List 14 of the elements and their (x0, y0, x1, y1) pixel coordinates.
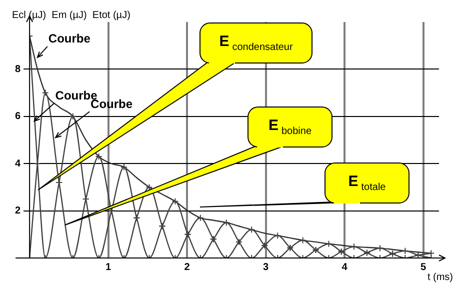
x-tick-label: 2 (184, 262, 190, 273)
x-tick-label: 3 (262, 262, 269, 273)
annotation: Courbe (48, 32, 91, 46)
y-tick-label: 6 (15, 111, 21, 122)
annotation: E$_{totale}$ (348, 173, 386, 193)
x-tick-label: 1 (106, 262, 112, 273)
annotation: E$_{bobine}$ (268, 117, 312, 137)
x-tick-label: 5 (420, 262, 426, 273)
annotation: E$_{condensateur}$ (219, 33, 293, 53)
x-tick-label: 4 (342, 262, 348, 273)
x-axis-title: t (ms) (427, 272, 453, 283)
y-tick-label: 4 (15, 158, 21, 170)
y-tick-label: 2 (15, 206, 21, 217)
y-tick-label: 8 (15, 64, 21, 75)
